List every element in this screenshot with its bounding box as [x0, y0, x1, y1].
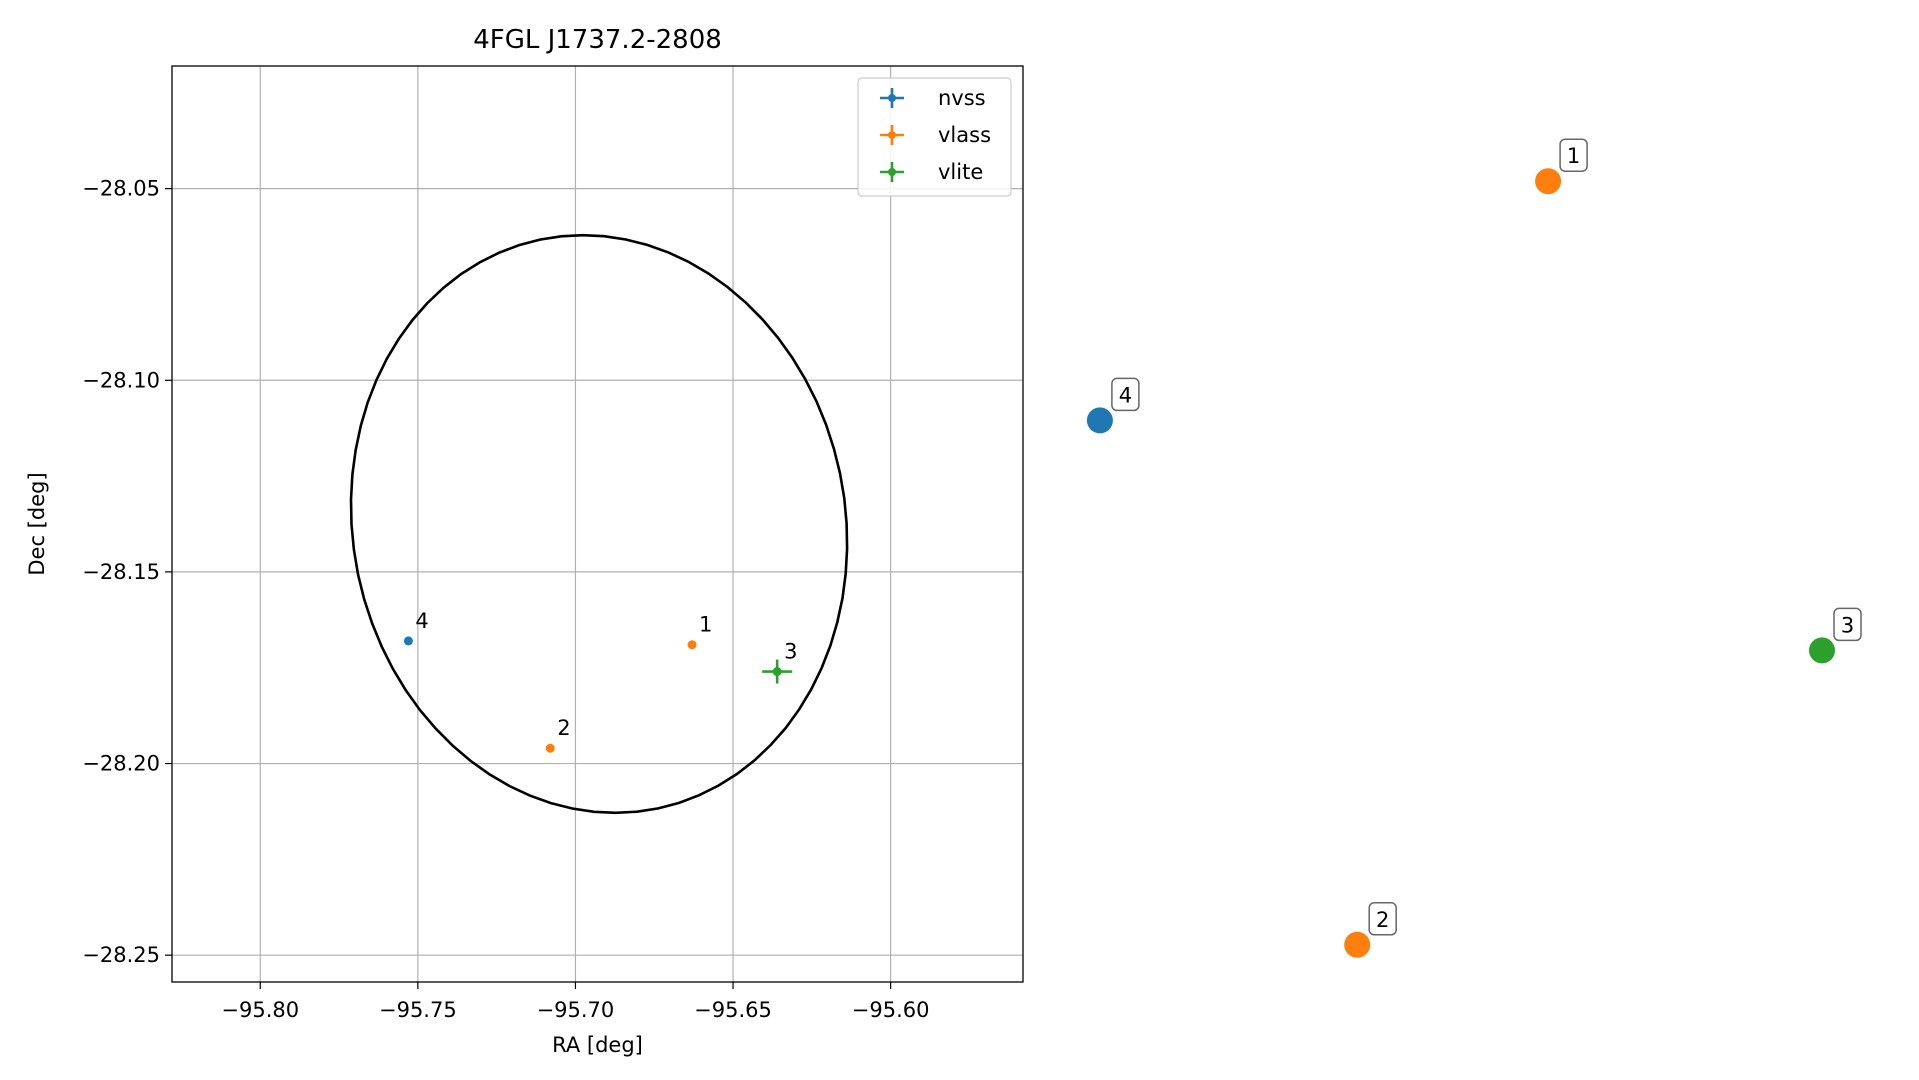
data-point-nvss	[403, 636, 413, 646]
ticks: −95.80 −95.75 −95.70 −95.65 −95.60 −28.05 −28.…	[82, 177, 929, 1022]
legend-box	[857, 77, 1012, 197]
data-points: 4 1 2 3	[403, 609, 798, 753]
point-label: 1	[699, 613, 712, 637]
y-tick-label: −28.10	[82, 368, 160, 392]
label-marker	[1809, 637, 1835, 664]
y-tick-label: −28.20	[82, 752, 160, 776]
label-badge	[1111, 377, 1140, 412]
legend-label-vlite: vlite	[938, 160, 983, 184]
label-marker	[1344, 931, 1371, 958]
y-tick-label: −28.15	[82, 560, 160, 584]
x-tick-label: −95.75	[379, 998, 457, 1022]
legend-label-nvss: nvss	[938, 86, 986, 110]
label-badge-text: 3	[1841, 613, 1854, 637]
point-label: 2	[557, 716, 570, 740]
error-ellipse-path	[349, 233, 849, 815]
legend-dot-vlass	[888, 131, 896, 139]
point-label: 4	[415, 609, 428, 633]
label-badge	[1833, 607, 1862, 642]
x-tick-label: −95.80	[221, 998, 299, 1022]
x-tick-label: −95.60	[852, 998, 930, 1022]
chart-title: 4FGL J1737.2-2808	[473, 25, 722, 55]
grid	[172, 66, 1023, 982]
label-marker	[1086, 407, 1113, 434]
point-label: 3	[784, 640, 797, 664]
x-tick-label: −95.70	[537, 998, 615, 1022]
y-axis-label: Dec [deg]	[25, 472, 49, 575]
label-badge	[1368, 902, 1397, 936]
legend-dot-vlite	[888, 168, 896, 176]
data-point-vlite	[772, 667, 782, 677]
label-panel: 1 2 3 4	[1086, 138, 1862, 958]
main-plot: 4 1 2 3 −95.80 −95.75 −95.70 −95.65 −95.60 −28.0…	[25, 25, 1024, 1057]
label-badge	[1559, 138, 1588, 172]
legend-dot-nvss	[888, 94, 896, 102]
data-point-vlass	[545, 743, 555, 753]
label-badge-text: 1	[1567, 144, 1580, 168]
x-axis-label: RA [deg]	[552, 1033, 643, 1057]
axes-frame	[171, 65, 1024, 983]
label-badge-text: 4	[1119, 383, 1132, 407]
x-tick-label: −95.65	[694, 998, 772, 1022]
label-badge-text: 2	[1376, 908, 1389, 932]
error-ellipse	[349, 233, 849, 815]
y-tick-label: −28.05	[82, 177, 160, 201]
legend: nvss vlass vlite	[857, 77, 1012, 197]
y-tick-label: −28.25	[82, 943, 160, 967]
data-point-vlass	[687, 640, 697, 650]
label-marker	[1535, 168, 1562, 195]
legend-label-vlass: vlass	[938, 123, 991, 147]
